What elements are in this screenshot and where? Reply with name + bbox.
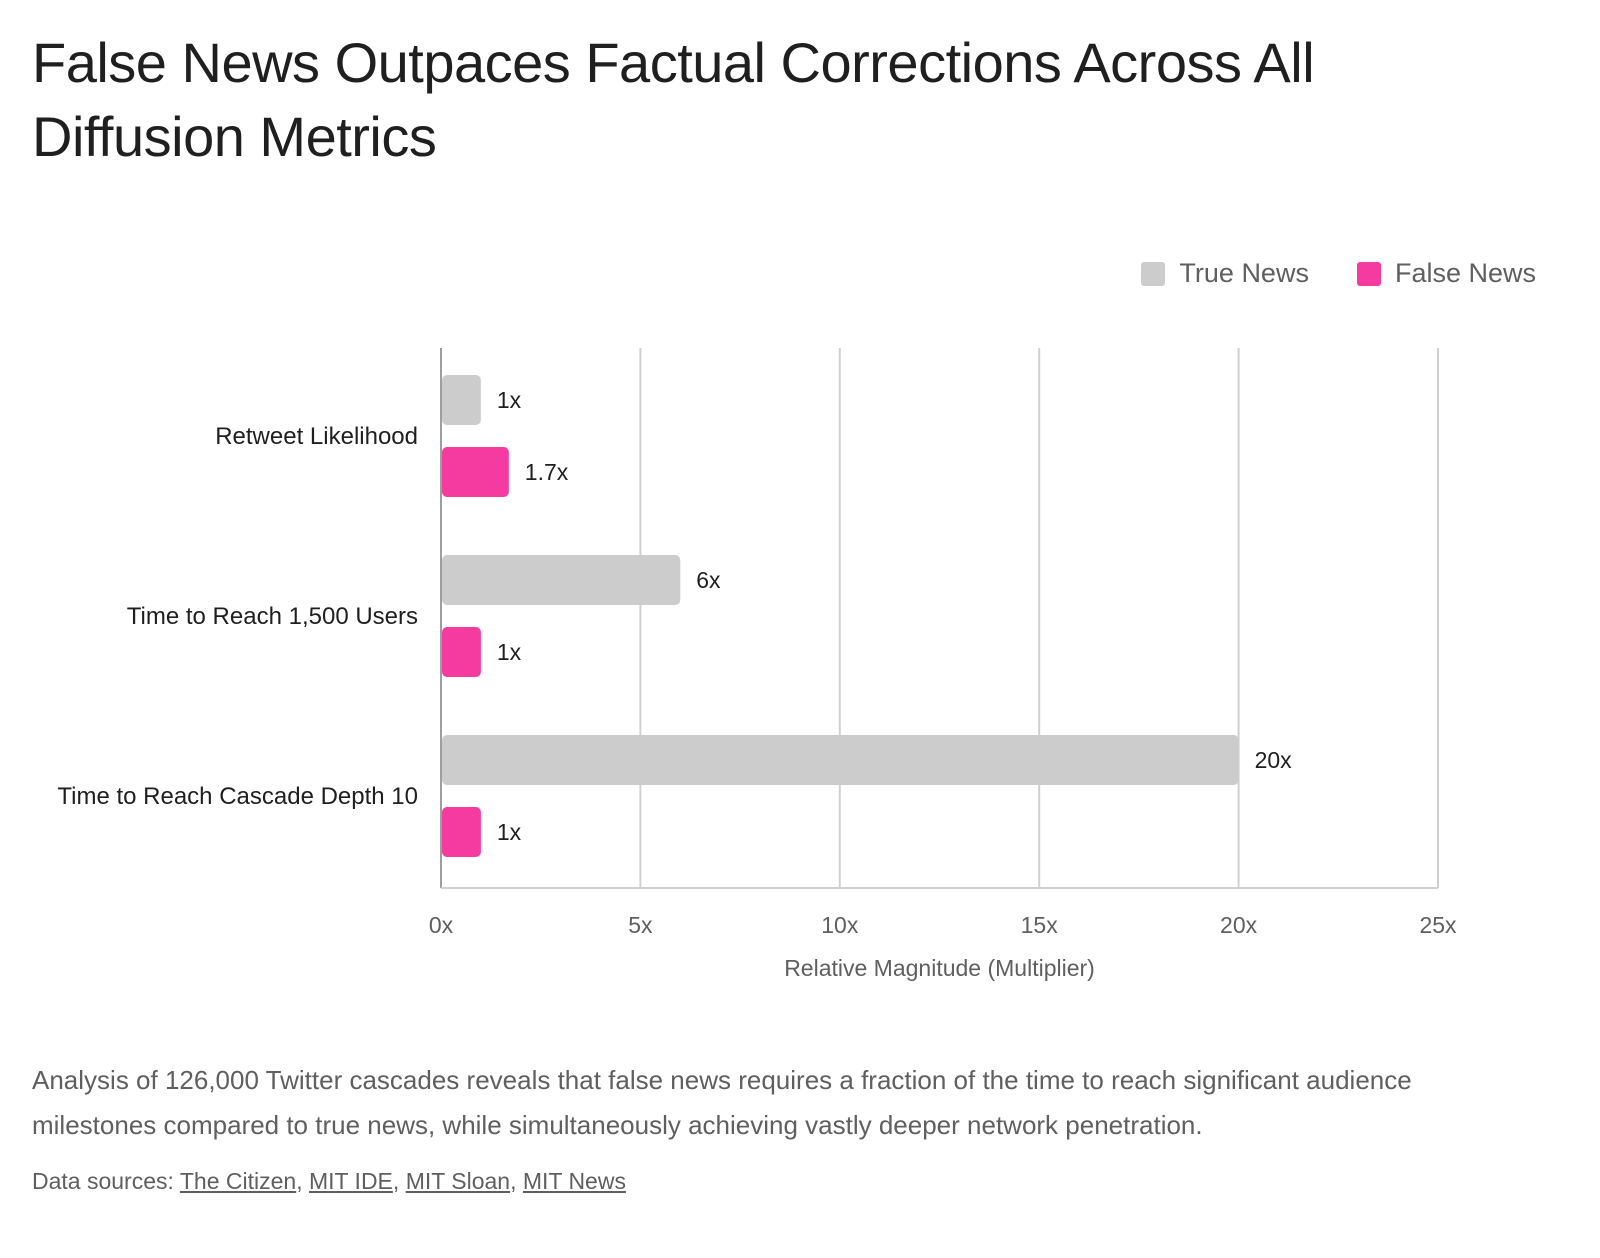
legend: True News False News — [1093, 258, 1536, 289]
gridlines — [440, 348, 1439, 889]
x-tick-label-10x: 10x — [821, 912, 859, 938]
source-link-mit-ide[interactable]: MIT IDE — [308, 1168, 393, 1194]
x-tick-label-20x: 20x — [1220, 912, 1258, 938]
x-tick-label-25x: 25x — [1419, 912, 1457, 938]
x-tick-label-0x: 0x — [429, 912, 454, 938]
bar-true-news-time-to-reach-cascade-depth-10 — [442, 735, 1239, 785]
source-link-mit-sloan[interactable]: MIT Sloan — [405, 1168, 511, 1194]
bar-true-news-retweet-likelihood — [442, 375, 481, 425]
legend-swatch-false-news — [1356, 261, 1381, 286]
legend-item-true-news: True News — [1141, 258, 1309, 289]
category-label-time-to-reach-1-500-users: Time to Reach 1,500 Users — [127, 603, 418, 630]
legend-item-false-news: False News — [1356, 258, 1536, 289]
sources-prefix: Data sources: — [32, 1168, 180, 1194]
source-link-the-citizen[interactable]: The Citizen — [179, 1168, 297, 1194]
data-label-false-news-time-to-reach-cascade-depth-10: 1x — [497, 819, 522, 845]
bars — [442, 375, 1239, 857]
chart-title: False News Outpaces Factual Corrections … — [32, 31, 1315, 168]
x-tick-labels: 0x 5x 10x 15x 20x 25x — [429, 912, 1457, 938]
data-label-true-news-time-to-reach-cascade-depth-10: 20x — [1255, 747, 1293, 773]
x-axis-title: Relative Magnitude (Multiplier) — [784, 955, 1095, 981]
x-tick-label-5x: 5x — [628, 912, 653, 938]
legend-label-false-news: False News — [1394, 258, 1536, 288]
data-label-false-news-time-to-reach-1-500-users: 1x — [497, 639, 522, 665]
data-label-true-news-retweet-likelihood: 1x — [497, 387, 522, 413]
bar-chart: 1x 1.7x 6x 1x 20x 1x Retweet Likelihood Time t… — [57, 348, 1457, 981]
data-labels: 1x 1.7x 6x 1x 20x 1x — [497, 387, 1292, 845]
x-tick-label-15x: 15x — [1021, 912, 1059, 938]
legend-label-true-news: True News — [1179, 258, 1309, 288]
data-sources: Data sources: The Citizen, MIT IDE, MIT … — [32, 1168, 626, 1194]
data-label-true-news-time-to-reach-1-500-users: 6x — [696, 567, 721, 593]
category-label-retweet-likelihood: Retweet Likelihood — [215, 423, 418, 450]
legend-swatch-true-news — [1141, 261, 1166, 286]
bar-true-news-time-to-reach-1-500-users — [442, 555, 681, 605]
bar-false-news-time-to-reach-cascade-depth-10 — [442, 807, 481, 857]
bar-false-news-time-to-reach-1-500-users — [442, 627, 481, 677]
bar-false-news-retweet-likelihood — [442, 447, 509, 497]
chart-caption: Analysis of 126,000 Twitter cascades rev… — [32, 1065, 1412, 1140]
data-label-false-news-retweet-likelihood: 1.7x — [525, 459, 569, 485]
category-labels: Retweet Likelihood Time to Reach 1,500 Us… — [57, 423, 418, 810]
source-link-mit-news[interactable]: MIT News — [522, 1168, 626, 1194]
category-label-time-to-reach-cascade-depth-10: Time to Reach Cascade Depth 10 — [57, 783, 418, 810]
